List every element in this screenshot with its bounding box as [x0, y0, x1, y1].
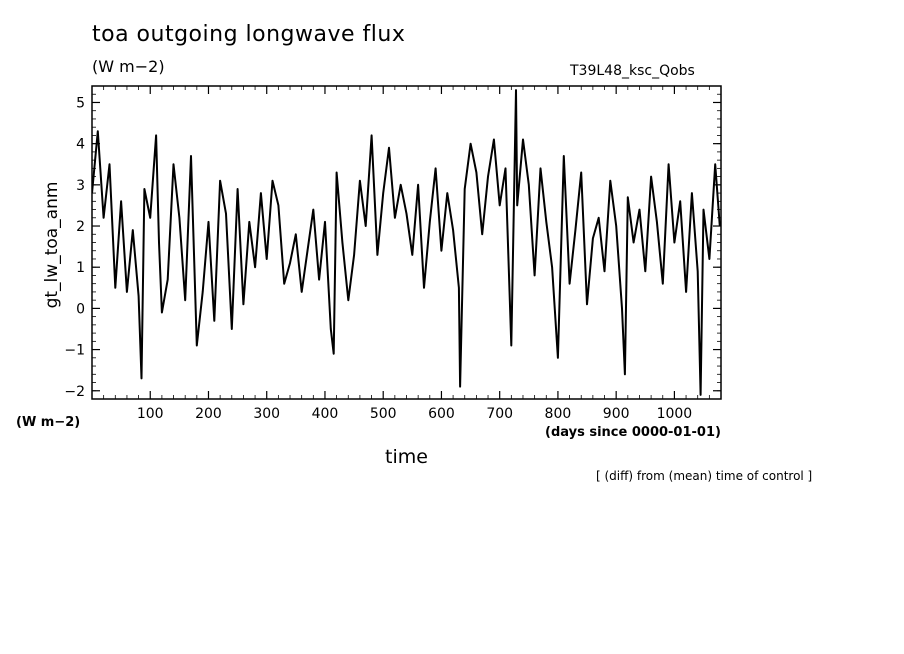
x-axis-units: (days since 0000-01-01): [545, 425, 721, 440]
x-tick-label: 300: [253, 406, 280, 422]
y-tick-label: 0: [76, 301, 85, 317]
chart-note: [ (diff) from (mean) time of control ]: [596, 469, 813, 483]
y-axis-label: gt_lw_toa_anm: [42, 181, 62, 309]
x-tick-label: 400: [312, 406, 339, 422]
experiment-label: T39L48_ksc_Qobs: [570, 63, 695, 79]
plot-area: −2 −1 0 1 2 3 4 5 100 200 300 400 500 600 700 800 900 100…: [64, 85, 722, 422]
y-tick-label: 5: [76, 95, 85, 111]
y-tick-label: 3: [76, 178, 85, 194]
y-tick-label: 1: [76, 260, 85, 276]
chart-title: toa outgoing longwave flux: [92, 22, 406, 47]
y-tick-label: −2: [64, 384, 85, 400]
y-tick-label: −1: [64, 343, 85, 359]
y-tick-label: 4: [76, 137, 85, 153]
x-tick-label: 1000: [657, 406, 693, 422]
x-tick-label: 700: [486, 406, 513, 422]
x-tick-label: 800: [545, 406, 572, 422]
y-axis-units: (W m−2): [16, 415, 81, 430]
x-axis-label: time: [385, 446, 428, 468]
x-tick-label: 900: [603, 406, 630, 422]
y-tick-label: 2: [76, 219, 85, 235]
x-tick-label: 500: [370, 406, 397, 422]
chart-units: (W m−2): [92, 57, 165, 76]
x-tick-label: 600: [428, 406, 455, 422]
series-line-0: [92, 89, 721, 396]
x-tick-label: 200: [195, 406, 222, 422]
x-tick-label: 100: [137, 406, 164, 422]
